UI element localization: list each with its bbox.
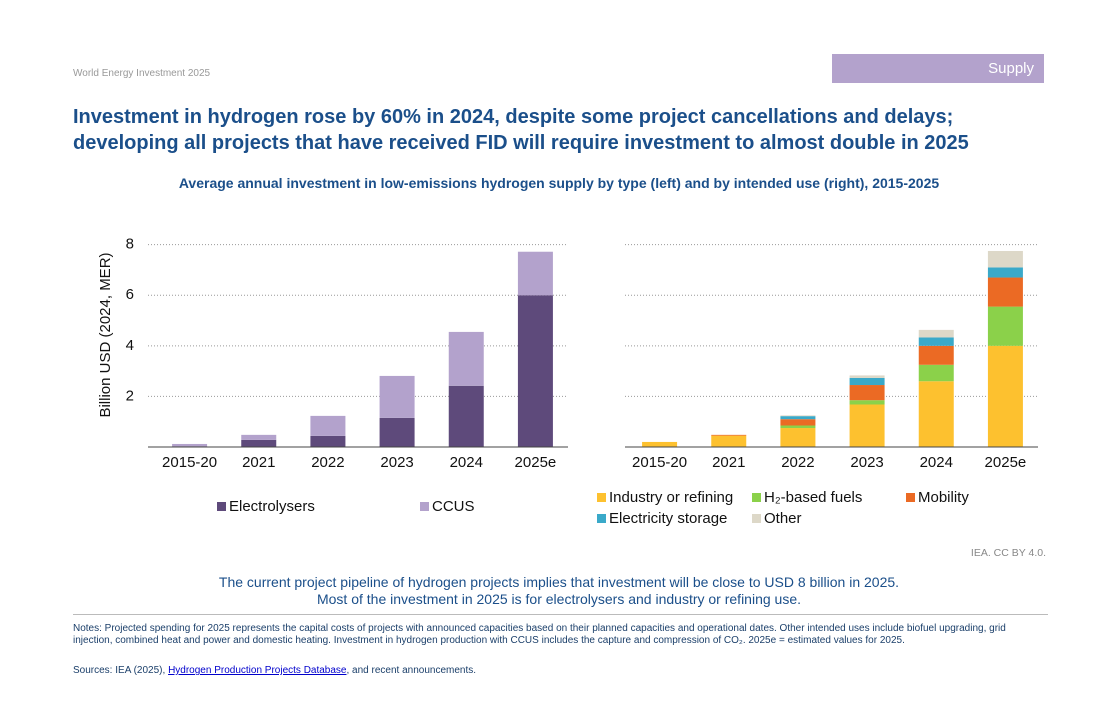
x-tick-label: 2024 [920, 454, 953, 471]
bar-segment [172, 443, 208, 447]
sources: Sources: IEA (2025), Hydrogen Production… [73, 665, 476, 676]
bar-segment [711, 434, 747, 436]
sources-suffix: , and recent announcements. [346, 665, 477, 676]
y-tick-label: 6 [126, 286, 134, 303]
bar-segment [448, 331, 484, 386]
bar-segment [987, 267, 1023, 278]
legend-swatch [597, 514, 606, 523]
bar-segment [241, 434, 277, 440]
bar-segment [517, 295, 553, 447]
bar-segment [987, 306, 1023, 346]
bar-segment [310, 435, 346, 447]
y-tick-label: 4 [126, 337, 134, 354]
bar-segment [918, 329, 954, 338]
y-axis-label: Billion USD (2024, MER) [97, 252, 114, 417]
bar-segment [780, 415, 816, 417]
bar-segment [849, 400, 885, 405]
bar-segment [379, 417, 415, 447]
bar-segment [780, 419, 816, 426]
legend-label: Electricity storage [609, 510, 727, 527]
caption: The current project pipeline of hydrogen… [0, 574, 1118, 608]
y-tick-label: 2 [126, 387, 134, 404]
bar-segment [780, 425, 816, 429]
title: Investment in hydrogen rose by 60% in 20… [73, 104, 969, 156]
legend-swatch [752, 514, 761, 523]
bar-segment [310, 415, 346, 436]
report-name: World Energy Investment 2025 [73, 68, 211, 79]
legend-label: Other [764, 510, 802, 527]
bar-segment [987, 345, 1023, 447]
sources-prefix: Sources: IEA (2025), [73, 665, 169, 676]
legend-swatch [906, 493, 915, 502]
credit: IEA. CC BY 4.0. [970, 547, 1046, 559]
x-tick-label: 2015-20 [162, 454, 217, 471]
bar-segment [918, 364, 954, 382]
legend-label: Electrolysers [229, 498, 315, 515]
x-tick-label: 2023 [380, 454, 413, 471]
bar-segment [987, 250, 1023, 268]
bar-segment [780, 428, 816, 447]
x-tick-label: 2022 [311, 454, 344, 471]
bar-segment [849, 375, 885, 378]
bar-segment [918, 381, 954, 447]
legend-swatch [217, 502, 226, 511]
legend-swatch [420, 502, 429, 511]
bar-segment [241, 439, 277, 447]
caption-line: The current project pipeline of hydrogen… [218, 574, 900, 590]
x-tick-label: 2021 [712, 454, 745, 471]
x-tick-label: 2021 [242, 454, 275, 471]
subtitle: Average annual investment in low-emissio… [178, 175, 940, 191]
bar-segment [849, 404, 885, 447]
legend-label: Industry or refining [609, 489, 733, 506]
divider [73, 614, 1048, 615]
bar-segment [780, 416, 816, 420]
bar-segment [448, 385, 484, 447]
y-tick-label: 8 [126, 236, 134, 253]
bar-segment [849, 377, 885, 386]
bar-segment [918, 345, 954, 365]
legend-swatch [752, 493, 761, 502]
bar-segment [517, 251, 553, 296]
legend-swatch [597, 493, 606, 502]
bar-segment [918, 337, 954, 346]
section-tag: Supply [832, 54, 1044, 83]
bar-segment [642, 441, 678, 447]
x-tick-label: 2023 [850, 454, 883, 471]
bar-segment [849, 385, 885, 401]
bar-segment [987, 277, 1023, 307]
bar-segment [711, 435, 747, 447]
x-tick-label: 2015-20 [632, 454, 687, 471]
x-tick-label: 2025e [515, 454, 557, 471]
caption-line: Most of the investment in 2025 is for el… [316, 591, 801, 607]
x-tick-label: 2025e [985, 454, 1027, 471]
title-line: developing all projects that have receiv… [73, 132, 969, 154]
sources-link[interactable]: Hydrogen Production Projects Database [168, 665, 347, 676]
legend-label: Mobility [918, 489, 969, 506]
x-tick-label: 2022 [781, 454, 814, 471]
bar-segment [379, 375, 415, 418]
x-tick-label: 2024 [450, 454, 483, 471]
legend-label: H₂-based fuels [764, 489, 862, 506]
notes: Notes: Projected spending for 2025 repre… [73, 623, 1006, 646]
title-line: Investment in hydrogen rose by 60% in 20… [73, 106, 954, 128]
legend-label: CCUS [432, 498, 475, 515]
